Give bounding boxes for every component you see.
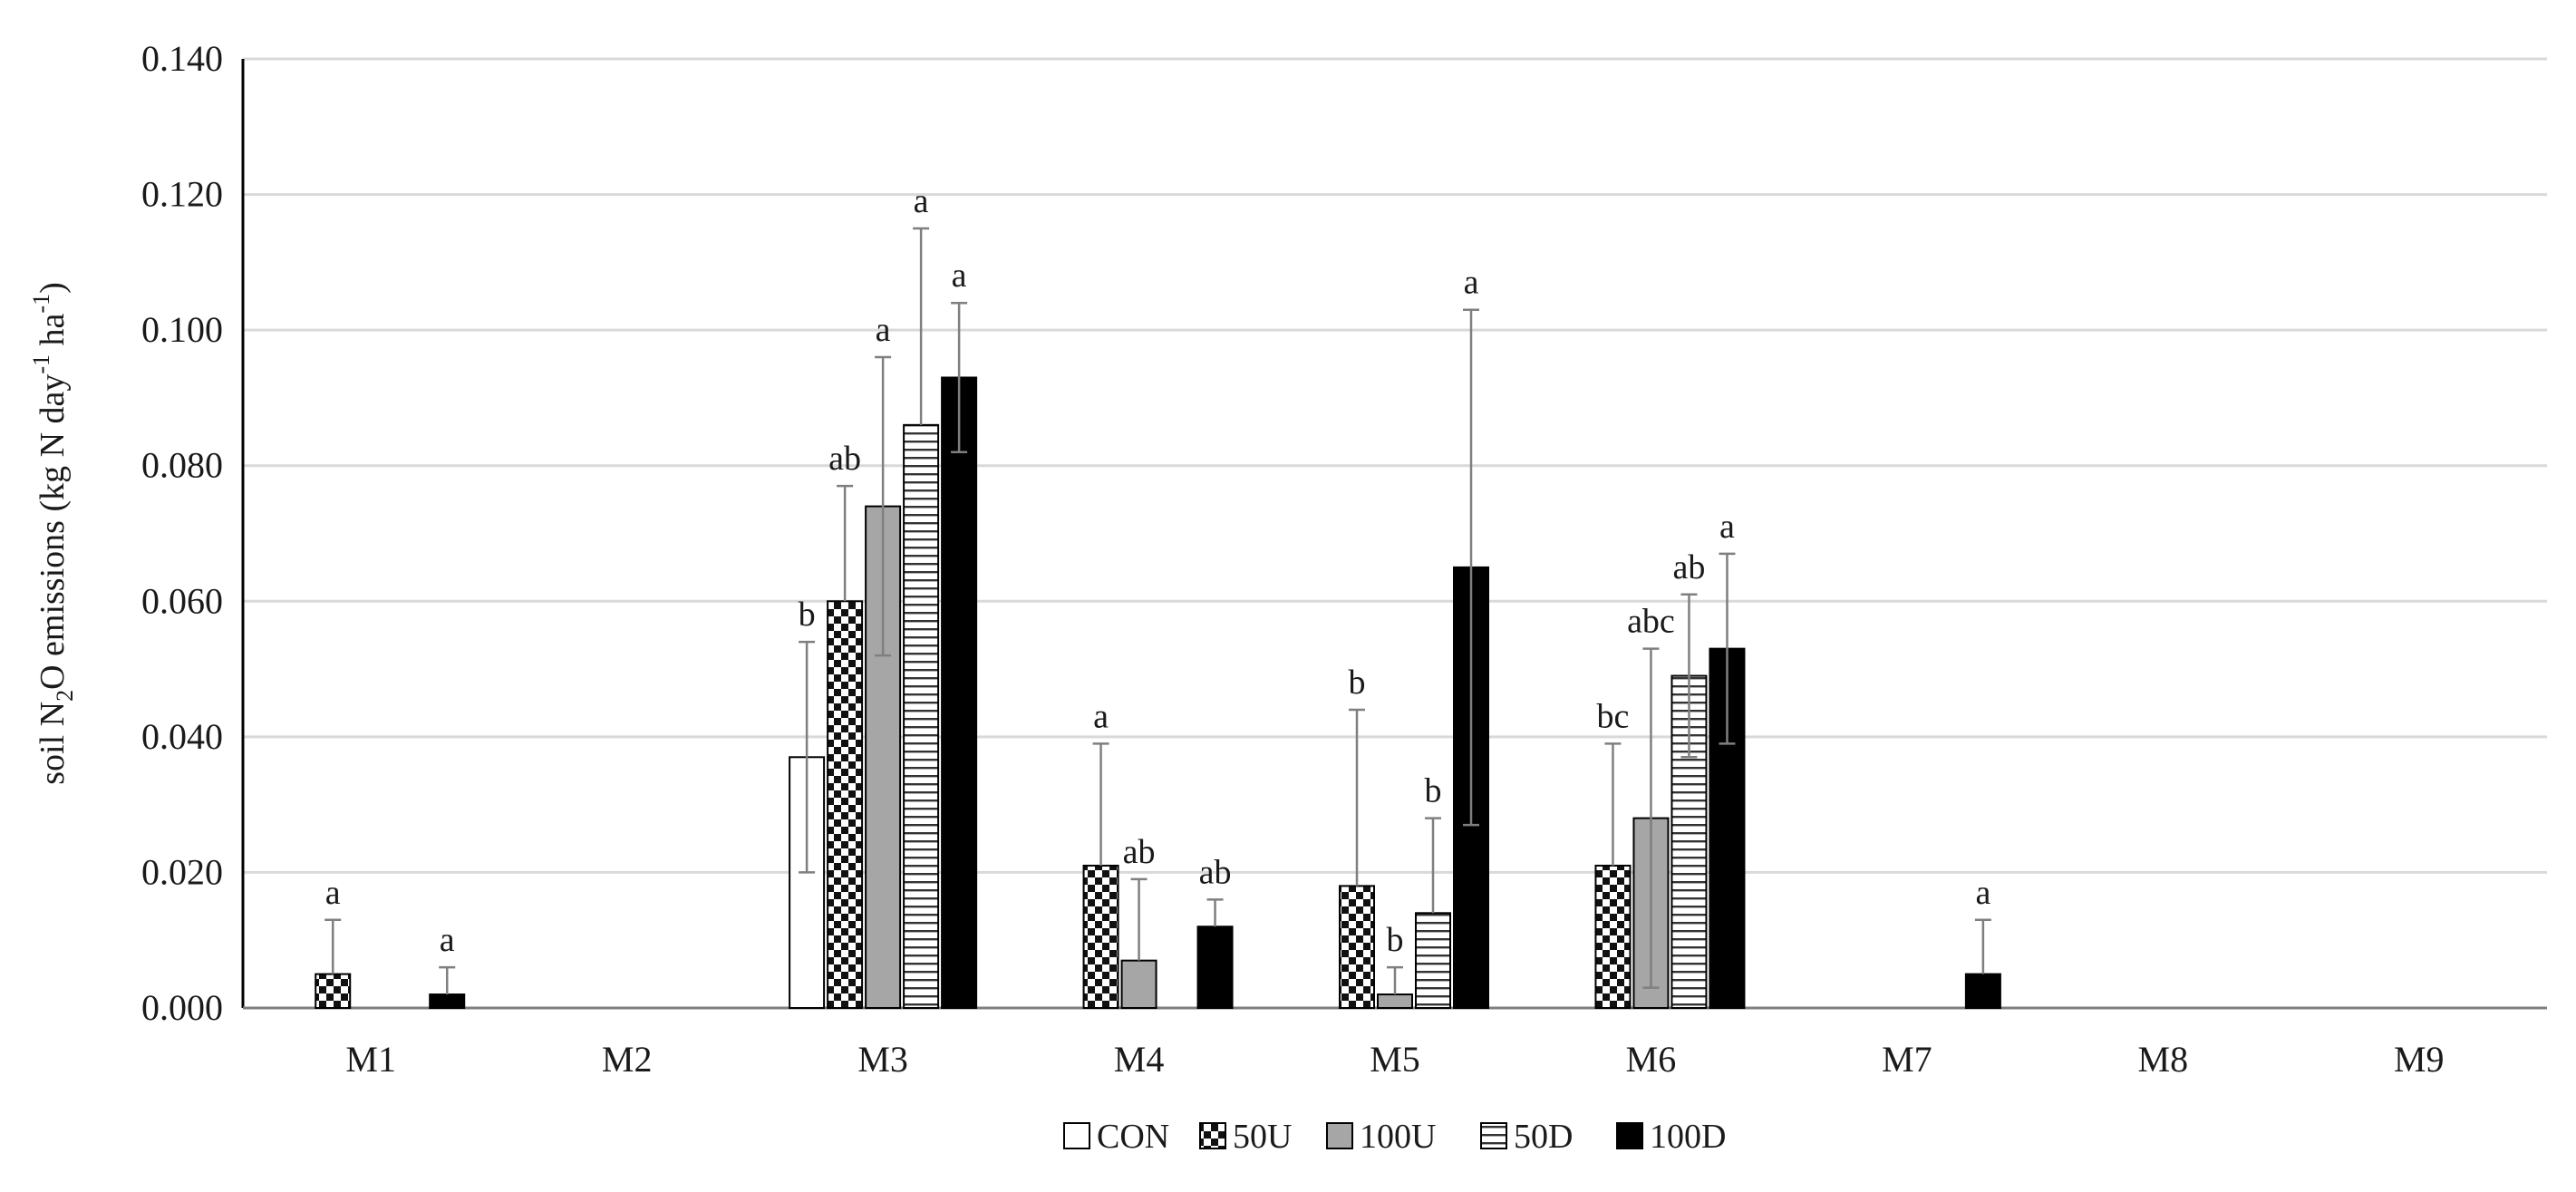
bar (429, 993, 466, 1009)
significance-label: a (876, 311, 891, 349)
legend-swatch (1063, 1122, 1090, 1149)
x-category-label: M2 (602, 1039, 653, 1080)
significance-label: a (1464, 264, 1479, 302)
legend-swatch (1480, 1122, 1507, 1149)
x-category-label: M7 (1882, 1039, 1932, 1080)
legend-label: CON (1097, 1118, 1169, 1156)
significance-label: b (1349, 664, 1366, 702)
significance-label: bc (1597, 697, 1630, 735)
significance-label: a (325, 874, 341, 912)
bar (903, 423, 940, 1010)
legend-swatch (1326, 1122, 1353, 1149)
x-category-label: M1 (345, 1039, 396, 1080)
x-category-label: M6 (1626, 1039, 1677, 1080)
significance-label: ab (1199, 853, 1232, 891)
significance-label: a (1093, 697, 1109, 735)
significance-label: ab (828, 440, 861, 478)
y-tick-label: 0.100 (141, 309, 223, 350)
bar (1120, 959, 1157, 1010)
legend-swatch (1199, 1122, 1226, 1149)
bar (1594, 864, 1632, 1010)
significance-label: a (1975, 874, 1990, 912)
x-category-label: M5 (1370, 1039, 1420, 1080)
y-tick-label: 0.120 (141, 174, 223, 215)
x-category-label: M8 (2138, 1039, 2189, 1080)
significance-label: a (914, 182, 929, 220)
significance-label: a (1719, 508, 1735, 546)
bar (1082, 864, 1119, 1010)
bar (1415, 912, 1451, 1009)
y-tick-label: 0.080 (141, 445, 223, 486)
legend-label: 50U (1233, 1118, 1292, 1156)
x-category-label: M9 (2394, 1039, 2445, 1080)
y-tick-label: 0.060 (141, 580, 223, 621)
significance-label: b (799, 596, 816, 634)
bar (1339, 885, 1375, 1010)
y-tick-label: 0.140 (141, 38, 223, 79)
bar (1196, 925, 1234, 1009)
legend-label: 50D (1514, 1118, 1573, 1156)
y-axis-title: soil N2O emissions (kg N day-1 ha-1) (28, 282, 78, 785)
bar (315, 973, 352, 1010)
y-tick-label: 0.040 (141, 716, 223, 757)
x-category-label: M3 (857, 1039, 908, 1080)
bar (1709, 647, 1746, 1010)
significance-label: ab (1673, 548, 1706, 586)
significance-label: b (1387, 921, 1404, 959)
legend-swatch (1616, 1122, 1643, 1149)
legend-label: 100U (1360, 1118, 1436, 1156)
significance-label: abc (1627, 603, 1675, 641)
x-category-label: M4 (1114, 1039, 1165, 1080)
y-tick-label: 0.020 (141, 851, 223, 892)
significance-label: ab (1123, 833, 1156, 871)
significance-label: a (952, 257, 967, 295)
bar (1964, 973, 2001, 1010)
y-tick-label: 0.000 (141, 987, 223, 1028)
bar (941, 376, 978, 1009)
legend-label: 100D (1650, 1118, 1726, 1156)
significance-label: a (440, 921, 455, 959)
bar (827, 600, 864, 1009)
bar (1377, 993, 1413, 1009)
significance-label: b (1425, 772, 1442, 810)
